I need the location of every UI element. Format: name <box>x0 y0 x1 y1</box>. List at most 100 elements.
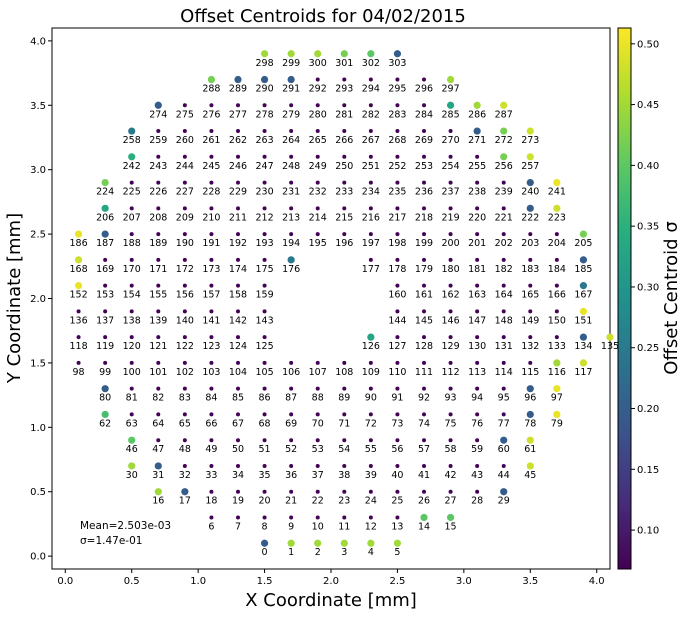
point-index-label: 178 <box>388 264 406 275</box>
data-point <box>209 309 214 314</box>
data-point <box>342 386 347 391</box>
point-index-label: 10 <box>312 521 324 532</box>
data-point <box>262 412 267 417</box>
point-index-label: 172 <box>176 264 194 275</box>
point-index-label: 121 <box>149 341 167 352</box>
point-index-label: 24 <box>365 496 377 507</box>
point-index-label: 111 <box>415 367 433 378</box>
data-point <box>553 410 561 419</box>
point-index-label: 99 <box>99 367 111 378</box>
data-point <box>74 256 83 264</box>
point-index-label: 286 <box>468 109 486 120</box>
point-index-label: 279 <box>282 109 300 120</box>
point-index-label: 93 <box>445 393 457 404</box>
data-point <box>501 386 506 391</box>
point-index-label: 246 <box>229 161 247 172</box>
data-point <box>500 488 508 496</box>
data-point <box>395 438 400 443</box>
point-index-label: 218 <box>415 212 433 223</box>
point-index-label: 82 <box>152 393 164 404</box>
point-index-label: 224 <box>96 187 114 198</box>
point-index-label: 247 <box>256 161 274 172</box>
data-point <box>209 463 214 468</box>
y-axis-ticks: 0.0 0.5 1.0 1.5 2.0 2.5 3.0 3.5 4.0 <box>30 36 52 563</box>
data-point <box>262 154 267 159</box>
data-point <box>475 309 480 314</box>
data-point <box>554 232 559 237</box>
data-point <box>368 438 373 443</box>
data-point <box>236 129 240 134</box>
data-point <box>422 154 426 159</box>
point-index-label: 47 <box>152 444 164 455</box>
data-point <box>129 335 134 340</box>
point-index-label: 222 <box>521 212 539 223</box>
point-index-label: 138 <box>123 315 141 326</box>
data-point <box>526 127 534 135</box>
point-index-label: 193 <box>256 238 274 249</box>
data-point <box>475 257 480 262</box>
x-tick-label: 0.0 <box>57 576 73 587</box>
point-index-label: 201 <box>468 238 486 249</box>
data-point <box>182 463 187 468</box>
data-point <box>528 232 533 237</box>
data-point <box>314 50 322 58</box>
data-point <box>368 412 373 417</box>
data-point <box>448 283 453 288</box>
data-point <box>342 515 347 520</box>
point-index-label: 264 <box>282 135 300 146</box>
point-index-label: 269 <box>415 135 433 146</box>
data-point <box>342 360 347 365</box>
data-point <box>579 230 588 238</box>
data-point <box>289 463 294 468</box>
point-index-label: 285 <box>442 109 460 120</box>
data-point <box>315 206 320 211</box>
point-index-label: 299 <box>282 58 300 69</box>
point-index-label: 130 <box>468 341 486 352</box>
point-index-label: 120 <box>123 341 141 352</box>
point-index-label: 102 <box>176 367 194 378</box>
point-index-label: 174 <box>229 264 247 275</box>
data-point <box>528 335 533 340</box>
data-point <box>236 232 240 237</box>
point-index-label: 255 <box>468 161 486 172</box>
data-point <box>422 180 426 185</box>
data-point <box>289 103 294 108</box>
data-point <box>101 385 109 393</box>
point-index-label: 105 <box>256 367 274 378</box>
point-index-label: 179 <box>415 264 433 275</box>
y-tick-label: 3.5 <box>30 101 46 112</box>
point-index-label: 281 <box>335 109 353 120</box>
data-point <box>182 335 187 340</box>
point-index-label: 251 <box>362 161 380 172</box>
point-index-label: 77 <box>498 418 510 429</box>
point-index-label: 245 <box>202 161 220 172</box>
point-index-label: 289 <box>229 84 247 95</box>
data-point <box>156 438 161 443</box>
data-point <box>473 101 481 109</box>
point-index-label: 294 <box>362 84 380 95</box>
point-index-label: 195 <box>309 238 327 249</box>
point-index-label: 97 <box>551 393 563 404</box>
point-index-label: 280 <box>309 109 327 120</box>
colorbar <box>617 27 632 570</box>
point-index-label: 50 <box>232 444 244 455</box>
data-point <box>315 129 320 134</box>
data-point <box>129 360 134 365</box>
point-index-label: 235 <box>388 187 406 198</box>
x-tick-label: 3.5 <box>522 576 538 587</box>
point-index-label: 260 <box>176 135 194 146</box>
point-index-label: 61 <box>524 444 536 455</box>
data-point <box>182 283 187 288</box>
data-point <box>209 515 214 520</box>
point-index-label: 303 <box>388 58 406 69</box>
point-index-label: 106 <box>282 367 300 378</box>
data-point <box>395 129 400 134</box>
data-point <box>209 129 214 134</box>
point-index-label: 198 <box>388 238 406 249</box>
data-point <box>368 232 373 237</box>
data-point <box>500 127 508 135</box>
point-index-label: 243 <box>149 161 167 172</box>
data-point <box>209 180 214 185</box>
data-point <box>553 204 561 212</box>
point-index-label: 136 <box>70 315 88 326</box>
